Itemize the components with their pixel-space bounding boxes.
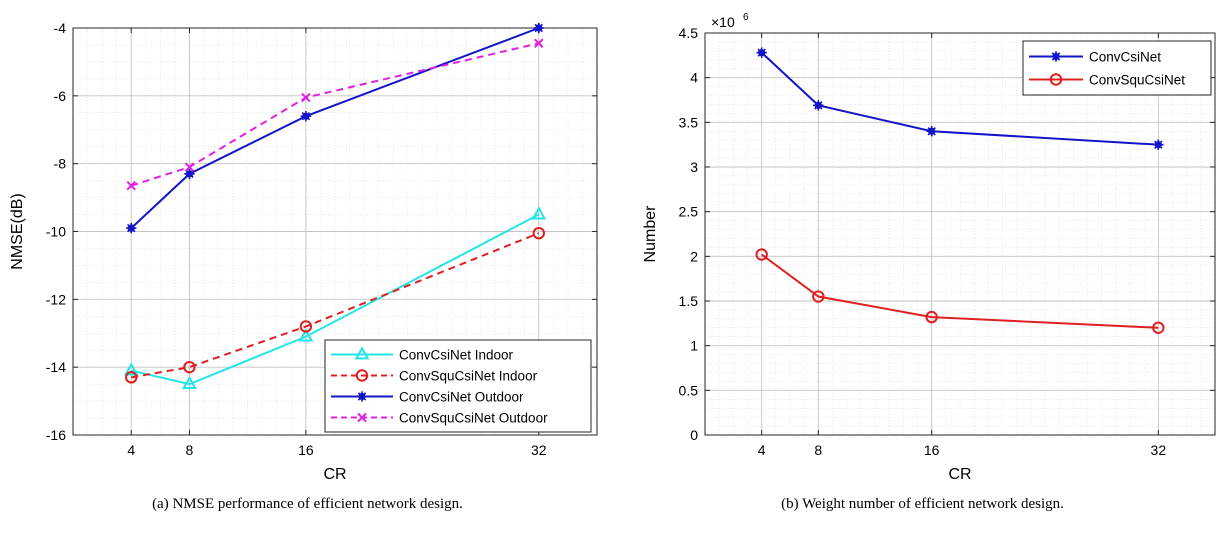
y-tick-label: 2 <box>690 248 698 264</box>
legend-label: ConvCsiNet <box>1089 50 1161 65</box>
legend-box <box>1022 40 1212 96</box>
x-tick-label: 16 <box>298 442 314 458</box>
series-line <box>131 232 540 379</box>
series-line <box>130 213 540 386</box>
y-tick-label: 4 <box>690 70 698 86</box>
y-tick-label: -12 <box>46 291 66 307</box>
y-tick-label: -16 <box>46 427 66 443</box>
x-tick-label: 16 <box>924 442 940 458</box>
x-tick-label: 8 <box>186 442 194 458</box>
y-tick-label: -14 <box>46 359 66 375</box>
data-point <box>926 126 937 137</box>
data-point <box>182 375 197 390</box>
data-point <box>1152 321 1165 334</box>
data-point <box>183 360 196 374</box>
series-line <box>761 253 1159 329</box>
y-tick-label: -4 <box>54 20 67 36</box>
x-tick-label: 4 <box>758 442 766 458</box>
y-tick-label: 0 <box>690 427 698 443</box>
legend-label: ConvSquCsiNet <box>1089 73 1185 88</box>
y-tick-label: 3 <box>690 159 698 175</box>
series-line <box>130 42 540 187</box>
data-point <box>755 248 768 261</box>
legend-marker <box>357 412 367 423</box>
x-tick-label: 32 <box>1151 442 1167 458</box>
y-tick-label: 0.5 <box>679 382 699 398</box>
nmse-chart: 4 8 16 32 -16 -14 -12 -10 -8 -6 -4 CR NMSE(dB) ConvCs… <box>9 20 598 483</box>
data-point <box>813 100 824 111</box>
x-axis-label: CR <box>323 466 346 483</box>
data-point <box>531 206 547 220</box>
data-point <box>123 362 139 376</box>
data-point <box>300 110 312 122</box>
x-tick-label: 4 <box>127 442 135 458</box>
legend-marker <box>1049 73 1063 86</box>
y-tick-label: 1 <box>690 338 698 354</box>
axes-box <box>704 32 1216 436</box>
data-point <box>534 38 544 48</box>
y-axis-label: NMSE(dB) <box>9 193 26 269</box>
data-point <box>125 371 138 384</box>
y-tick-label: 4.5 <box>679 25 699 41</box>
data-point <box>301 92 311 103</box>
legend-marker <box>354 346 370 360</box>
y-tick-label: 2.5 <box>679 204 699 220</box>
data-point <box>1153 139 1164 150</box>
legend-label: ConvSquCsiNet Indoor <box>399 369 538 384</box>
data-point <box>299 320 313 333</box>
caption-a: (a) NMSE performance of efficient networ… <box>152 496 463 512</box>
x-tick-label: 32 <box>531 442 547 458</box>
data-point <box>298 328 314 342</box>
legend-marker <box>355 369 369 382</box>
legend-label: ConvSquCsiNet Outdoor <box>399 411 548 426</box>
legend-label: ConvCsiNet Indoor <box>399 348 514 363</box>
data-point <box>925 310 938 324</box>
series-line <box>760 51 1159 146</box>
series-line <box>130 27 540 229</box>
x-tick-label: 8 <box>814 442 822 458</box>
data-point <box>184 168 195 180</box>
y-axis-label: Number <box>642 205 659 263</box>
data-point <box>756 47 767 58</box>
chart-panel-a: 4 8 16 32 -16 -14 -12 -10 -8 -6 -4 CR NMSE(dB) ConvCs… <box>9 20 598 512</box>
exponent-label: ×10 <box>711 14 735 30</box>
legend: ConvCsiNet Indoor ConvSquCsiNet Indoor Con… <box>324 339 592 433</box>
series-0 <box>756 47 1164 150</box>
legend-marker <box>356 391 368 402</box>
series-0 <box>123 206 547 390</box>
data-point <box>126 181 136 191</box>
series-3 <box>126 38 544 191</box>
y-tick-label: -10 <box>46 224 66 240</box>
caption-b: (b) Weight number of efficient network d… <box>781 496 1064 512</box>
series-1 <box>125 226 545 384</box>
data-point <box>812 290 825 303</box>
y-tick-label: -8 <box>54 156 67 172</box>
data-point <box>126 222 137 234</box>
legend-label: ConvCsiNet Outdoor <box>399 390 524 405</box>
legend-marker <box>1050 51 1062 62</box>
series-1 <box>755 248 1165 334</box>
y-tick-label: -6 <box>54 88 67 104</box>
data-point <box>533 22 544 34</box>
weight-number-chart: 4 8 16 32 0 0.5 1 1.5 2 2.5 3 3.5 4 4.5 CR Number ×10 6 Co… <box>642 12 1216 483</box>
data-point <box>184 162 195 172</box>
y-tick-label: 3.5 <box>679 114 699 130</box>
data-point <box>532 226 545 240</box>
series-2 <box>126 22 544 234</box>
legend: ConvCsiNet ConvSquCsiNet <box>1022 40 1212 96</box>
chart-panel-b: 4 8 16 32 0 0.5 1 1.5 2 2.5 3 3.5 4 4.5 CR Number ×10 6 Co… <box>615 0 1230 534</box>
exponent-power: 6 <box>743 12 749 23</box>
y-tick-label: 1.5 <box>679 293 699 309</box>
x-axis-label: CR <box>948 466 971 483</box>
